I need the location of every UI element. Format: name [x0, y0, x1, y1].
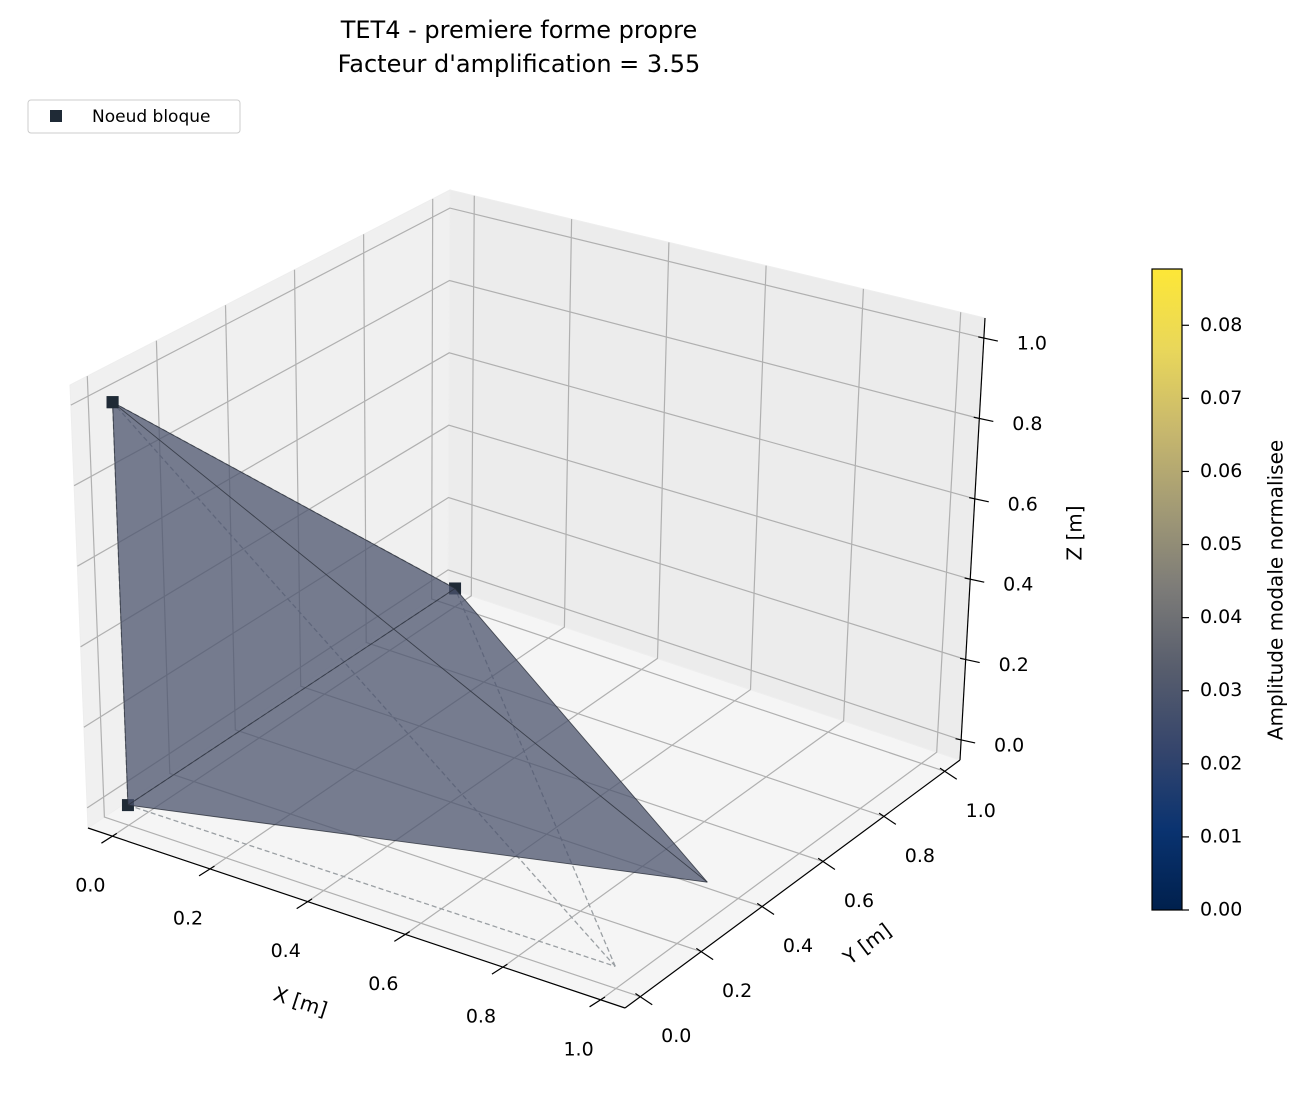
tick-mark [696, 947, 714, 961]
legend-marker [50, 110, 62, 122]
colorbar-tick-label: 0.07 [1200, 387, 1242, 409]
deformed-edge [127, 588, 456, 806]
deformed-edge [454, 588, 708, 883]
x-axis-label: X [m] [271, 982, 331, 1022]
axis-line [624, 759, 961, 1009]
x-tick-label: 0.4 [271, 940, 301, 962]
tick-mark [964, 577, 985, 583]
y-tick-label: 0.2 [722, 980, 752, 1002]
axis-line [87, 827, 626, 1009]
tick-mark [635, 993, 653, 1006]
z-tick-label: 0.6 [1008, 493, 1038, 515]
tick-mark [939, 767, 958, 780]
axis-line [959, 317, 986, 761]
legend-box [27, 99, 241, 134]
y-tick-label: 0.4 [783, 935, 813, 957]
undeformed-edge [127, 804, 616, 967]
colorbar-tick-label: 0.00 [1200, 899, 1242, 921]
tick-mark [393, 931, 411, 942]
grid-line [600, 312, 962, 1001]
z-tick-label: 0.2 [999, 654, 1029, 676]
y-tick-label: 0.0 [661, 1025, 691, 1047]
grid-line [86, 376, 641, 998]
deformed-edge [112, 401, 456, 589]
blocked-node [106, 396, 119, 409]
z-tick-label: 0.4 [1003, 574, 1033, 596]
grid-line [502, 288, 864, 968]
grid-line [73, 279, 980, 487]
undeformed-edge [454, 588, 616, 967]
colorbar-tick-label: 0.01 [1200, 825, 1242, 847]
x-tick-label: 0.2 [173, 907, 203, 929]
chart-title: TET4 - premiere forme propre [340, 16, 698, 44]
colorbar-label: Amplitude modale normalisee [1264, 440, 1288, 740]
chart-title: Facteur d'amplification = 3.55 [338, 50, 701, 78]
x-tick-label: 0.8 [466, 1006, 496, 1028]
tick-mark [969, 497, 989, 503]
colorbar-tick-label: 0.04 [1200, 606, 1242, 628]
tick-mark [756, 902, 775, 916]
legend: Noeud bloque [27, 99, 241, 134]
tick-mark [959, 657, 980, 664]
x-tick-label: 0.0 [75, 875, 105, 897]
tick-mark [878, 812, 897, 825]
y-axis-label: Y [m] [838, 918, 896, 970]
colorbar [1151, 268, 1183, 911]
tick-mark [491, 963, 508, 975]
z-axis-label: Z [m] [1063, 505, 1087, 560]
y-tick-label: 1.0 [966, 800, 996, 822]
tick-mark [589, 996, 606, 1008]
colorbar-tick-label: 0.03 [1200, 679, 1242, 701]
legend-label: Noeud bloque [92, 107, 211, 127]
y-tick-label: 0.6 [844, 890, 874, 912]
colorbar-tick-label: 0.08 [1200, 314, 1242, 336]
z-tick-label: 1.0 [1017, 333, 1047, 355]
colorbar-tick-label: 0.02 [1200, 752, 1242, 774]
tick-mark [817, 857, 836, 870]
deformed-edge [112, 401, 708, 883]
tick-mark [978, 336, 998, 342]
grid-line [70, 207, 985, 406]
face [112, 402, 456, 806]
z-tick-label: 0.0 [994, 734, 1024, 756]
y-tick-label: 0.8 [905, 845, 935, 867]
tick-mark [955, 738, 976, 744]
colorbar-tick-label: 0.05 [1200, 533, 1242, 555]
tick-mark [101, 832, 118, 844]
colorbar-tick-label: 0.06 [1200, 460, 1242, 482]
x-tick-label: 1.0 [563, 1038, 593, 1060]
z-tick-label: 0.8 [1012, 413, 1042, 435]
tick-mark [973, 416, 994, 423]
tick-mark [198, 865, 215, 877]
x-tick-label: 0.6 [368, 973, 398, 995]
deformed-edge [112, 402, 129, 806]
deformed-edge [127, 804, 708, 883]
tick-mark [296, 898, 313, 910]
